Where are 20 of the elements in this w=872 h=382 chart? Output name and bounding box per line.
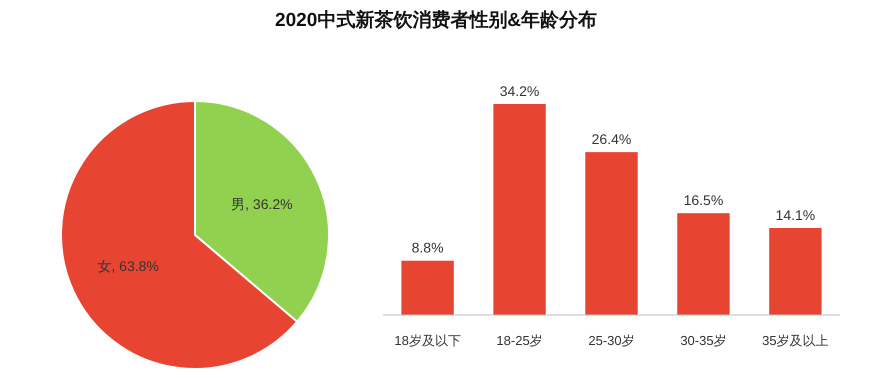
slice-label: 男 [231, 196, 246, 212]
data-label: , 36.2% [245, 196, 293, 212]
bar [401, 260, 454, 315]
x-tick-label: 25-30岁 [588, 333, 635, 348]
bar [769, 228, 822, 315]
data-label: 34.2% [500, 83, 540, 99]
data-label: 16.5% [684, 192, 724, 208]
slice-label: 女 [97, 258, 112, 274]
chart-title: 2020中式新茶饮消费者性别&年龄分布 [275, 9, 597, 31]
bar [493, 104, 546, 315]
x-tick-label: 18-25岁 [496, 333, 543, 348]
bar [585, 152, 638, 315]
x-tick-label: 30-35岁 [680, 333, 727, 348]
x-tick-label: 35岁及以上 [762, 333, 829, 348]
data-label: 14.1% [776, 207, 816, 224]
x-tick-label: 18岁及以下 [394, 333, 461, 348]
data-label: 26.4% [592, 131, 632, 148]
data-label: , 63.8% [111, 258, 159, 274]
data-label: 8.8% [412, 240, 444, 256]
bar [677, 213, 730, 315]
